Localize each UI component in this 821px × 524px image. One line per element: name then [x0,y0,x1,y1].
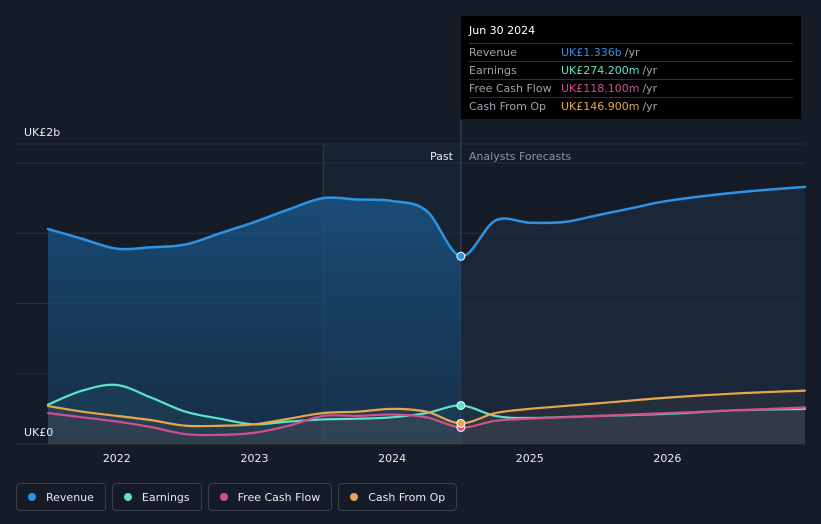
legend: Revenue Earnings Free Cash Flow Cash From O… [16,483,458,511]
tooltip-date: Jun 30 2024 [469,24,536,37]
tooltip-row: Free Cash Flow UK£118.100m/yr [469,79,793,97]
tooltip-row-value: UK£274.200m [561,64,640,77]
x-tick-label: 2024 [378,452,406,465]
tooltip-row-unit: /yr [642,82,658,95]
series-areas [48,186,805,444]
tooltip-row-unit: /yr [624,46,640,59]
legend-dot-icon [123,493,132,501]
revenue-area-past [48,197,461,444]
legend-dot-icon [28,493,36,501]
legend-label: Cash From Op [368,490,446,504]
x-tick-label: 2022 [103,452,131,465]
earnings-marker [456,400,466,410]
tooltip-row: Earnings UK£274.200m/yr [469,61,793,79]
tooltip-row-value: UK£146.900m [561,100,640,113]
revenue-marker [456,251,466,261]
forecast-label: Analysts Forecasts [469,150,572,163]
revenue-area-forecast [460,186,805,444]
hover-markers [456,251,466,432]
cash-from-op-line [46,389,807,428]
tooltip: Jun 30 2024 Revenue UK£1.336b/yr Earnings U… [461,16,801,119]
legend-label: Revenue [46,490,94,504]
tooltip-row-label: Free Cash Flow [469,82,552,95]
tooltip-row-label: Revenue [469,46,517,59]
x-tick-label: 2023 [240,452,268,465]
y-axis-bottom-label: UK£0 [24,426,53,439]
earnings-area [48,384,805,444]
y-axis-top-label: UK£2b [24,126,60,139]
tooltip-row-unit: /yr [642,64,658,77]
revenue-line [46,185,807,258]
legend-item-earnings[interactable]: Earnings [111,483,202,511]
tooltip-row-value: UK£118.100m [561,82,640,95]
legend-item-free-cash-flow[interactable]: Free Cash Flow [207,483,333,511]
tooltip-row-label: Earnings [469,64,517,77]
past-label: Past [430,150,454,163]
tooltip-row-label: Cash From Op [469,100,547,113]
cash-from-op-marker [456,418,466,428]
tooltip-row: Revenue UK£1.336b/yr [469,43,793,61]
axis-labels: UK£2b UK£0 2022 2023 2024 2025 2026 Past Analyst… [24,126,681,465]
tooltip-row-value: UK£1.336b [561,46,622,59]
legend-label: Free Cash Flow [237,490,321,504]
x-tick-label: 2026 [653,452,681,465]
legend-dot-icon [350,493,359,501]
legend-label: Earnings [141,490,190,504]
legend-item-revenue[interactable]: Revenue [16,483,106,511]
legend-dot-icon [219,493,228,501]
free-cash-flow-line [46,406,807,437]
legend-item-cash-from-op[interactable]: Cash From Op [338,483,458,511]
tooltip-row: Cash From Op UK£146.900m/yr [469,97,793,115]
x-tick-label: 2025 [516,452,544,465]
tooltip-rows: Revenue UK£1.336b/yr Earnings UK£274.200m/y… [469,43,793,115]
tooltip-row-unit: /yr [642,100,658,113]
series-lines [46,185,807,437]
